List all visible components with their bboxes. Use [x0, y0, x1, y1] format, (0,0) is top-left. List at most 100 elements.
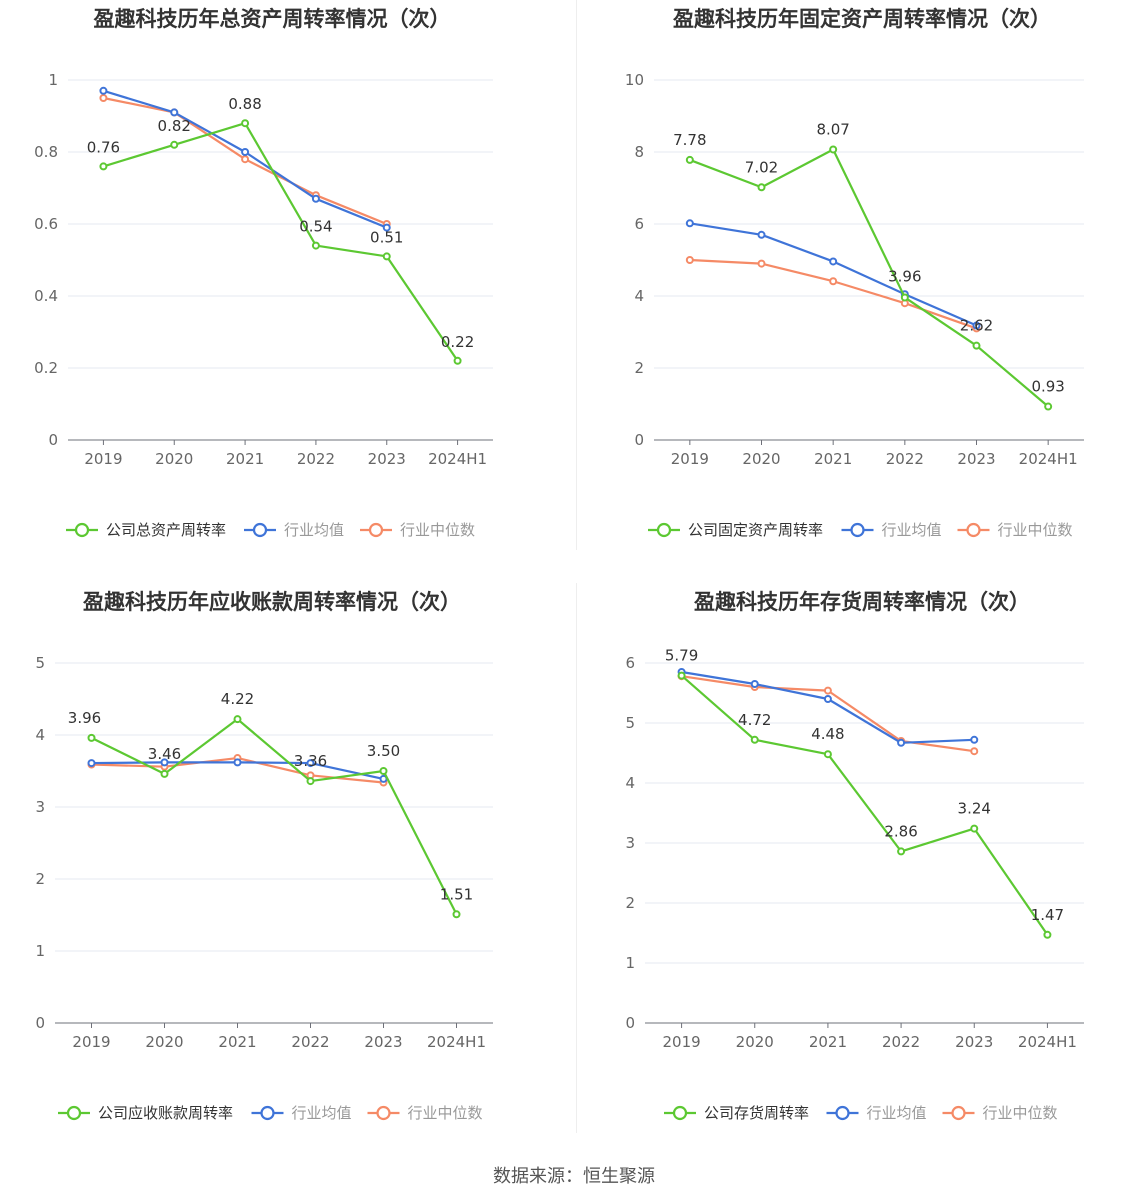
- data-label: 0.93: [1031, 378, 1064, 396]
- legend-item-avg: 行业均值: [826, 1104, 927, 1122]
- data-point-avg: [382, 223, 391, 232]
- data-point-median: [685, 256, 694, 264]
- data-point-median: [757, 259, 766, 268]
- data-point-company: [87, 733, 96, 742]
- data-point-company: [170, 140, 179, 149]
- chart-title: 盈趣科技历年固定资产周转率情况（次）: [672, 7, 1051, 31]
- legend-swatch-marker: [656, 522, 672, 538]
- data-point-company: [379, 767, 388, 775]
- x-tick-label: 2020: [742, 450, 780, 468]
- data-point-company: [453, 356, 462, 365]
- data-point-company: [311, 241, 320, 250]
- x-tick-label: 2023: [368, 450, 406, 468]
- data-label: 8.07: [816, 120, 849, 138]
- x-tick-label: 2021: [809, 1033, 847, 1051]
- data-point-company: [897, 847, 906, 856]
- legend-item-avg: 行业均值: [841, 521, 942, 539]
- data-point-company: [757, 183, 766, 192]
- y-tick-label: 1: [625, 954, 635, 972]
- data-point-avg: [829, 257, 838, 266]
- data-point-company: [452, 910, 461, 919]
- legend-item-median: 行业中位数: [367, 1104, 483, 1122]
- y-tick-label: 0: [634, 431, 644, 449]
- chart-panel-inventory-turnover: 盈趣科技历年存货周转率情况（次） 0 1 2 3 4 5 6 2019 2020 2021 2022 2…: [586, 583, 1146, 1143]
- x-tick-label: 2023: [957, 450, 995, 468]
- data-point-avg: [87, 759, 96, 768]
- legend-label: 行业中位数: [408, 1104, 483, 1122]
- data-point-avg: [311, 194, 320, 203]
- y-tick-label: 6: [634, 215, 644, 233]
- legend-label: 公司总资产周转率: [106, 521, 226, 539]
- chart-title: 盈趣科技历年存货周转率情况（次）: [693, 590, 1030, 614]
- data-point-company: [972, 341, 981, 350]
- y-tick-label: 4: [625, 774, 635, 792]
- y-tick-label: 5: [625, 714, 635, 732]
- data-label: 0.22: [441, 333, 474, 351]
- data-point-company: [241, 119, 250, 128]
- data-point-avg: [160, 758, 169, 767]
- legend-label: 公司固定资产周转率: [688, 521, 823, 539]
- data-point-avg: [823, 695, 832, 703]
- data-point-avg: [306, 759, 315, 768]
- chart-panel-receivables-turnover: 盈趣科技历年应收账款周转率情况（次） 0 1 2 3 4 5 2019 2020 2021 2022…: [0, 583, 560, 1143]
- data-point-company: [1044, 402, 1053, 411]
- legend-swatch-marker: [835, 1105, 850, 1121]
- data-label: 4.22: [221, 690, 254, 708]
- data-label: 3.96: [888, 267, 921, 285]
- chart-inventory-turnover: 盈趣科技历年存货周转率情况（次） 0 1 2 3 4 5 6 2019 2020 2021 2022 2…: [625, 590, 1084, 1122]
- y-tick-label: 0: [625, 1014, 635, 1032]
- data-point-company: [1043, 930, 1052, 939]
- x-tick-label: 2024H1: [428, 450, 487, 468]
- x-tick-label: 2022: [882, 1033, 920, 1051]
- legend-item-median: 行业中位数: [942, 1104, 1058, 1122]
- data-point-avg: [757, 230, 766, 239]
- data-label: 4.48: [811, 725, 844, 743]
- data-point-company: [382, 252, 391, 261]
- y-tick-label: 3: [35, 798, 45, 816]
- data-label: 7.78: [673, 131, 706, 149]
- legend-label: 行业中位数: [983, 1104, 1058, 1122]
- y-tick-label: 4: [634, 287, 644, 305]
- x-tick-label: 2019: [72, 1033, 110, 1051]
- data-point-company: [970, 824, 979, 833]
- legend-label: 公司应收账款周转率: [98, 1104, 233, 1122]
- data-point-avg: [970, 735, 979, 744]
- legend-swatch-marker: [672, 1105, 688, 1121]
- series-line-company: [689, 148, 1049, 408]
- legend-swatch-marker: [252, 522, 268, 538]
- chart-title: 盈趣科技历年应收账款周转率情况（次）: [82, 590, 461, 614]
- legend-label: 行业中位数: [400, 521, 475, 539]
- legend-item-company: 公司存货周转率: [664, 1104, 809, 1122]
- x-tick-label: 2020: [155, 450, 193, 468]
- data-label: 0.88: [228, 95, 261, 113]
- data-point-company: [750, 735, 759, 744]
- legend-label: 行业均值: [882, 521, 942, 539]
- data-label: 1.51: [440, 885, 473, 903]
- legend-swatch-marker: [376, 1105, 391, 1121]
- data-point-company: [823, 750, 832, 759]
- data-label: 1.47: [1031, 906, 1064, 924]
- data-point-avg: [241, 148, 250, 156]
- vertical-divider-bottom: [576, 583, 577, 1133]
- legend-item-median: 行业中位数: [957, 521, 1073, 539]
- data-label: 0.76: [87, 138, 120, 156]
- data-source-footer: 数据来源：恒生聚源: [493, 1166, 655, 1187]
- data-point-company: [685, 155, 694, 164]
- chart-fixed-asset-turnover: 盈趣科技历年固定资产周转率情况（次） 0 2 4 6 8 10 2019 2020 2021 202…: [625, 7, 1084, 539]
- data-label: 3.46: [148, 745, 181, 763]
- y-tick-label: 6: [625, 654, 635, 672]
- chart-receivables-turnover: 盈趣科技历年应收账款周转率情况（次） 0 1 2 3 4 5 2019 2020 2021 2022…: [35, 590, 493, 1122]
- data-point-median: [829, 277, 838, 286]
- legend-swatch-marker: [66, 1105, 82, 1121]
- data-label: 3.24: [958, 800, 991, 818]
- data-point-avg: [99, 86, 108, 95]
- data-point-company: [160, 769, 169, 778]
- data-label: 5.79: [665, 647, 698, 665]
- x-tick-label: 2019: [662, 1033, 700, 1051]
- y-tick-label: 0.4: [34, 287, 58, 305]
- x-tick-label: 2019: [84, 450, 122, 468]
- y-tick-label: 2: [35, 870, 45, 888]
- y-tick-label: 2: [634, 359, 644, 377]
- x-tick-label: 2024H1: [427, 1033, 486, 1051]
- legend-item-avg: 行业均值: [251, 1104, 352, 1122]
